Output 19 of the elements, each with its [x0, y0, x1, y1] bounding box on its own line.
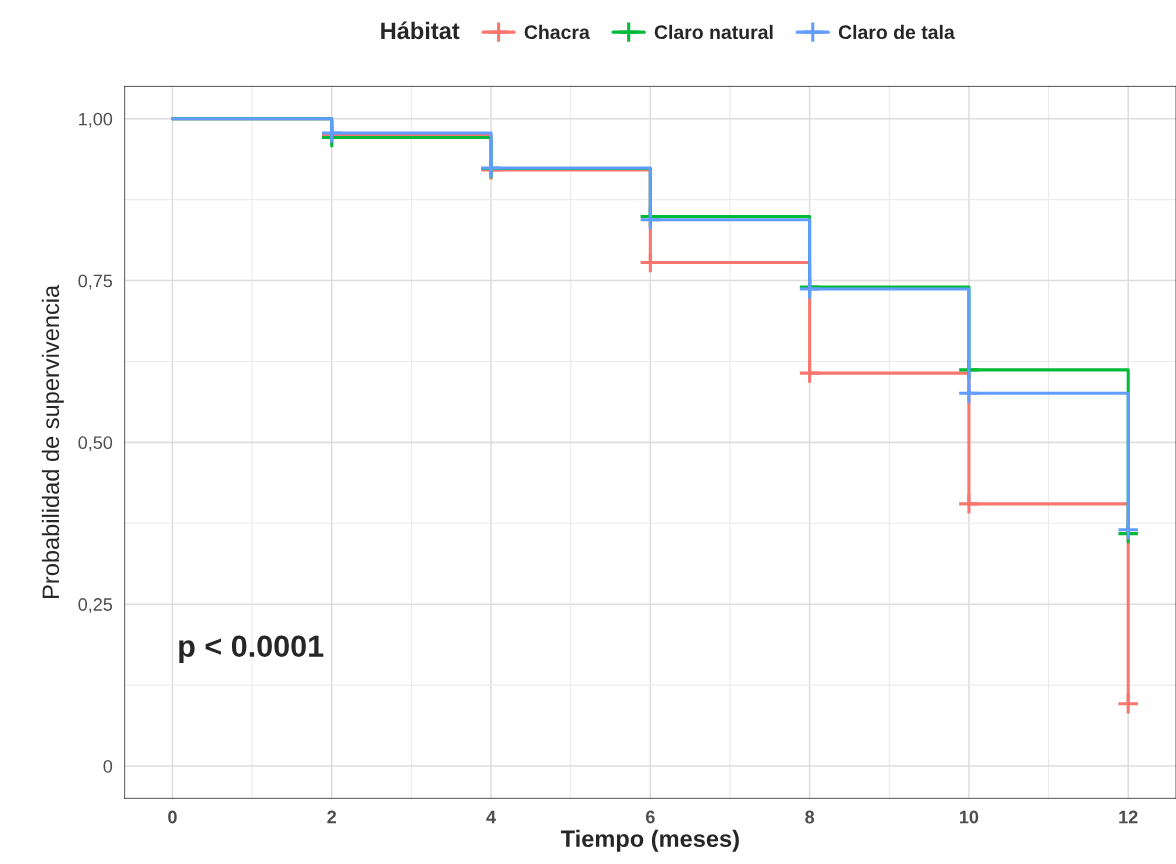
x-tick-label: 10 — [960, 810, 979, 824]
x-tick-label: 8 — [805, 810, 815, 824]
y-tick-label: 0,75 — [78, 274, 113, 290]
y-tick-label: 0,25 — [78, 598, 113, 614]
y-tick-label: 1,00 — [79, 112, 113, 128]
x-tick-label: 4 — [486, 810, 496, 824]
y-tick-label: 0,50 — [78, 436, 113, 452]
y-tick-label: 0 — [103, 759, 113, 773]
legend-label: Chacra — [524, 24, 590, 40]
legend-label: Claro natural — [654, 24, 773, 40]
x-tick-label: 2 — [327, 810, 337, 824]
x-axis-title: Tiempo (meses) — [560, 829, 739, 852]
y-axis-title: Probabilidad de supervivencia — [41, 284, 64, 598]
x-tick-label: 0 — [168, 810, 177, 824]
annotation: p < 0.0001 — [179, 635, 324, 664]
legend-title: Hábitat — [381, 21, 460, 40]
x-tick-label: 6 — [645, 810, 655, 824]
x-tick-label: 12 — [1119, 810, 1138, 824]
legend-label: Claro de tala — [838, 24, 955, 40]
